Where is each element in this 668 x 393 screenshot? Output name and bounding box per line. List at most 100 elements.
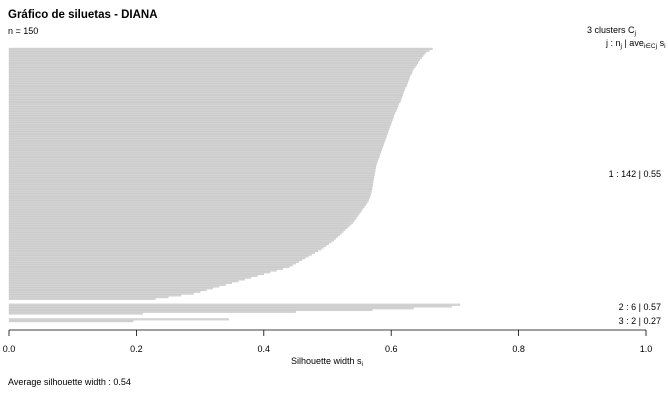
x-tick-label-1: 0.2: [130, 344, 143, 354]
silhouette-bar-c1-3: [8, 51, 427, 54]
x-tick-label-4: 0.8: [512, 344, 525, 354]
silhouette-bar-c1-51: [8, 136, 387, 139]
silhouette-bar-c1-25: [8, 90, 405, 93]
silhouette-bar-c1-100: [8, 223, 352, 226]
silhouette-bar-c1-130: [8, 276, 252, 279]
silhouette-bar-c1-33: [8, 104, 399, 107]
silhouette-bar-c1-47: [8, 129, 389, 132]
silhouette-bar-c1-97: [8, 218, 356, 221]
silhouette-bar-c1-74: [8, 177, 375, 180]
x-axis-label: Silhouette width si: [291, 356, 363, 368]
silhouette-bar-c1-55: [8, 143, 384, 146]
x-tick-label-3: 0.6: [385, 344, 398, 354]
silhouette-bar-c1-129: [8, 274, 258, 277]
silhouette-bar-c1-86: [8, 198, 370, 201]
silhouette-bar-c1-117: [8, 253, 312, 256]
silhouette-bar-c2-6: [8, 312, 143, 315]
silhouette-bar-c1-20: [8, 81, 408, 84]
silhouette-bar-c1-62: [8, 156, 380, 159]
silhouette-bar-c1-136: [8, 287, 213, 290]
cluster-labels: 1 : 142 | 0.55 2 : 6 | 0.57 3 : 2 | 0.27: [609, 169, 661, 326]
legend-header-columns: j : nj | avei∈Cj si: [605, 38, 666, 50]
silhouette-bar-c1-61: [8, 154, 380, 157]
silhouette-bar-c1-76: [8, 180, 374, 183]
silhouette-bar-c1-137: [8, 289, 207, 292]
silhouette-bar-c1-91: [8, 207, 364, 210]
silhouette-bar-c1-30: [8, 99, 401, 102]
silhouette-bar-c1-101: [8, 225, 350, 228]
x-tick-label-0: 0.0: [3, 344, 16, 354]
x-axis-ticks: 0.0 0.2 0.4 0.6 0.8 1.0: [3, 330, 653, 354]
silhouette-bar-c1-31: [8, 101, 401, 104]
silhouette-bar-c1-103: [8, 228, 346, 231]
silhouette-bar-c1-71: [8, 172, 375, 175]
silhouette-bar-c1-95: [8, 214, 359, 217]
silhouette-bar-c1-115: [8, 250, 319, 253]
x-tick-label-5: 1.0: [640, 344, 653, 354]
silhouette-bar-c1-7: [8, 58, 420, 61]
silhouette-bar-c1-28: [8, 95, 403, 98]
silhouette-bar-c1-83: [8, 193, 371, 196]
silhouette-bar-c1-17: [8, 76, 410, 79]
average-silhouette-width: Average silhouette width : 0.54: [8, 377, 131, 387]
silhouette-bar-c1-139: [8, 292, 194, 295]
silhouette-bar-c1-42: [8, 120, 392, 123]
silhouette-bar-c1-63: [8, 157, 379, 160]
silhouette-bar-c1-36: [8, 109, 397, 112]
silhouette-bar-c1-99: [8, 221, 354, 224]
silhouette-bar-c1-84: [8, 195, 371, 198]
silhouette-bar-c1-132: [8, 280, 239, 283]
silhouette-bar-c1-119: [8, 257, 306, 260]
silhouette-bar-c1-46: [8, 127, 390, 130]
silhouette-bar-c1-64: [8, 159, 378, 162]
silhouette-bar-c1-10: [8, 63, 417, 66]
silhouette-bar-c1-37: [8, 111, 396, 114]
silhouette-bar-c1-77: [8, 182, 373, 185]
x-tick-label-2: 0.4: [258, 344, 271, 354]
silhouette-bar-c1-125: [8, 267, 284, 270]
silhouette-bar-c1-92: [8, 209, 363, 212]
silhouette-bar-c1-24: [8, 88, 405, 91]
silhouette-bar-c1-39: [8, 115, 394, 118]
silhouette-bar-c1-66: [8, 163, 377, 166]
silhouette-bar-c1-22: [8, 85, 407, 88]
silhouette-bar-c1-15: [8, 72, 412, 75]
silhouette-bar-c1-26: [8, 92, 404, 95]
silhouette-bar-c1-38: [8, 113, 395, 116]
silhouette-bar-c1-88: [8, 202, 368, 205]
silhouette-bar-c1-44: [8, 124, 391, 127]
silhouette-bar-c1-142: [8, 297, 156, 300]
silhouette-bar-c1-122: [8, 262, 296, 265]
silhouette-bar-c1-78: [8, 184, 373, 187]
silhouette-bar-c1-82: [8, 191, 372, 194]
silhouette-bar-c1-80: [8, 187, 373, 190]
silhouette-bar-c1-138: [8, 290, 201, 293]
silhouette-bar-c1-34: [8, 106, 398, 109]
silhouette-bar-c1-133: [8, 281, 233, 284]
silhouette-bar-c1-89: [8, 203, 366, 206]
silhouette-bar-c1-45: [8, 125, 391, 128]
silhouette-bar-c1-134: [8, 283, 226, 286]
silhouette-bar-c1-11: [8, 65, 416, 68]
silhouette-bar-c1-112: [8, 244, 327, 247]
silhouette-bar-c1-9: [8, 62, 419, 65]
silhouette-bar-c1-90: [8, 205, 365, 208]
silhouette-bar-c1-52: [8, 138, 386, 141]
silhouette-bar-c1-6: [8, 56, 422, 59]
silhouette-bar-c1-118: [8, 255, 309, 258]
silhouette-bar-c1-58: [8, 148, 382, 151]
silhouette-bar-c2-4: [8, 309, 373, 312]
silhouette-bar-c1-19: [8, 79, 409, 82]
silhouette-bar-c1-87: [8, 200, 369, 203]
silhouette-bar-c1-41: [8, 118, 393, 121]
silhouette-bar-c3-2: [8, 320, 134, 323]
silhouette-bar-c1-131: [8, 278, 245, 281]
silhouette-bar-c1-104: [8, 230, 344, 233]
silhouette-bar-c1-70: [8, 170, 376, 173]
silhouette-bar-c1-126: [8, 269, 277, 272]
silhouette-bar-c1-59: [8, 150, 382, 153]
cluster-label-1: 1 : 142 | 0.55: [609, 169, 661, 179]
silhouette-bar-c1-5: [8, 54, 424, 57]
silhouette-bar-c1-113: [8, 246, 324, 249]
